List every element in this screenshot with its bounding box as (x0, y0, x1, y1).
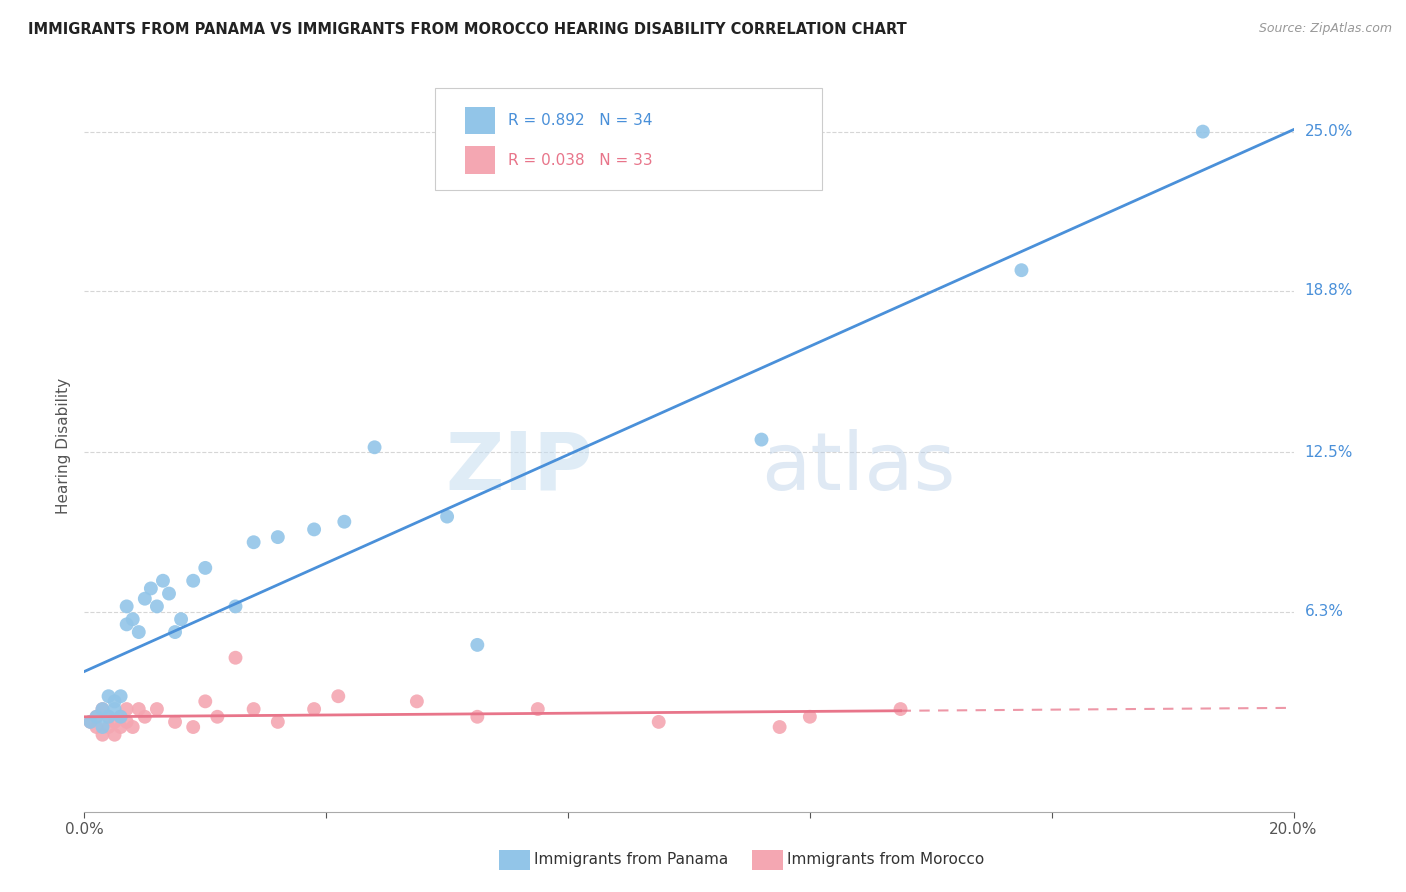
Text: R = 0.892   N = 34: R = 0.892 N = 34 (508, 113, 652, 128)
Point (134, 591, 156, 606)
Point (328, 690, 350, 704)
Point (79, 714, 101, 729)
Text: 12.5%: 12.5% (1305, 445, 1353, 460)
Text: 6.3%: 6.3% (1305, 604, 1344, 619)
Bar (465, 146, 495, 174)
Point (139, 582, 162, 596)
Point (181, 720, 204, 734)
Point (333, 515, 356, 529)
Text: IMMIGRANTS FROM PANAMA VS IMMIGRANTS FROM MOROCCO HEARING DISABILITY CORRELATION: IMMIGRANTS FROM PANAMA VS IMMIGRANTS FRO… (28, 22, 907, 37)
Bar (465, 107, 495, 135)
Point (406, 694, 429, 708)
Point (163, 714, 186, 729)
Point (121, 720, 143, 734)
Point (91, 728, 114, 742)
Point (146, 599, 169, 614)
Point (467, 710, 489, 724)
Text: R = 0.038   N = 33: R = 0.038 N = 33 (508, 153, 652, 168)
Point (163, 625, 186, 640)
Point (110, 710, 132, 724)
Point (152, 574, 174, 588)
Point (170, 612, 193, 626)
Point (91, 702, 114, 716)
Point (194, 694, 217, 708)
Text: 25.0%: 25.0% (1305, 124, 1353, 139)
Point (207, 710, 229, 724)
Point (97, 710, 120, 724)
Point (86, 710, 108, 724)
Point (110, 720, 132, 734)
Point (242, 702, 264, 716)
Point (104, 728, 127, 742)
Point (302, 702, 325, 716)
Point (267, 714, 290, 729)
Text: ZIP: ZIP (444, 429, 592, 507)
Point (225, 599, 247, 614)
FancyBboxPatch shape (434, 87, 823, 190)
Point (115, 714, 138, 729)
Point (1010, 263, 1032, 277)
Point (91, 720, 114, 734)
Point (97, 720, 120, 734)
Point (181, 574, 204, 588)
Point (467, 638, 489, 652)
Point (97, 690, 120, 704)
Point (242, 535, 264, 549)
Point (890, 702, 912, 716)
Point (115, 599, 138, 614)
Point (115, 617, 138, 632)
Point (86, 710, 108, 724)
Point (526, 702, 548, 716)
Point (647, 714, 671, 729)
Text: atlas: atlas (762, 429, 956, 507)
Point (134, 710, 156, 724)
Point (302, 523, 325, 537)
Point (91, 702, 114, 716)
Point (799, 710, 821, 724)
Point (363, 440, 385, 454)
Point (157, 586, 180, 600)
Text: Immigrants from Panama: Immigrants from Panama (534, 853, 728, 867)
Text: Source: ZipAtlas.com: Source: ZipAtlas.com (1258, 22, 1392, 36)
Point (769, 720, 792, 734)
Point (225, 650, 247, 665)
Point (128, 625, 150, 640)
Text: Immigrants from Morocco: Immigrants from Morocco (787, 853, 984, 867)
Y-axis label: Hearing Disability: Hearing Disability (56, 378, 72, 514)
Point (104, 694, 127, 708)
Point (104, 702, 127, 716)
Point (1191, 125, 1213, 139)
Point (110, 710, 132, 724)
Point (267, 530, 290, 544)
Point (110, 690, 132, 704)
Point (128, 702, 150, 716)
Text: 18.8%: 18.8% (1305, 284, 1353, 298)
Point (86, 720, 108, 734)
Point (146, 702, 169, 716)
Point (121, 612, 143, 626)
Point (115, 702, 138, 716)
Point (194, 561, 217, 575)
Point (751, 433, 773, 447)
Point (79, 714, 101, 729)
Point (436, 509, 458, 524)
Point (104, 714, 127, 729)
Point (97, 710, 120, 724)
